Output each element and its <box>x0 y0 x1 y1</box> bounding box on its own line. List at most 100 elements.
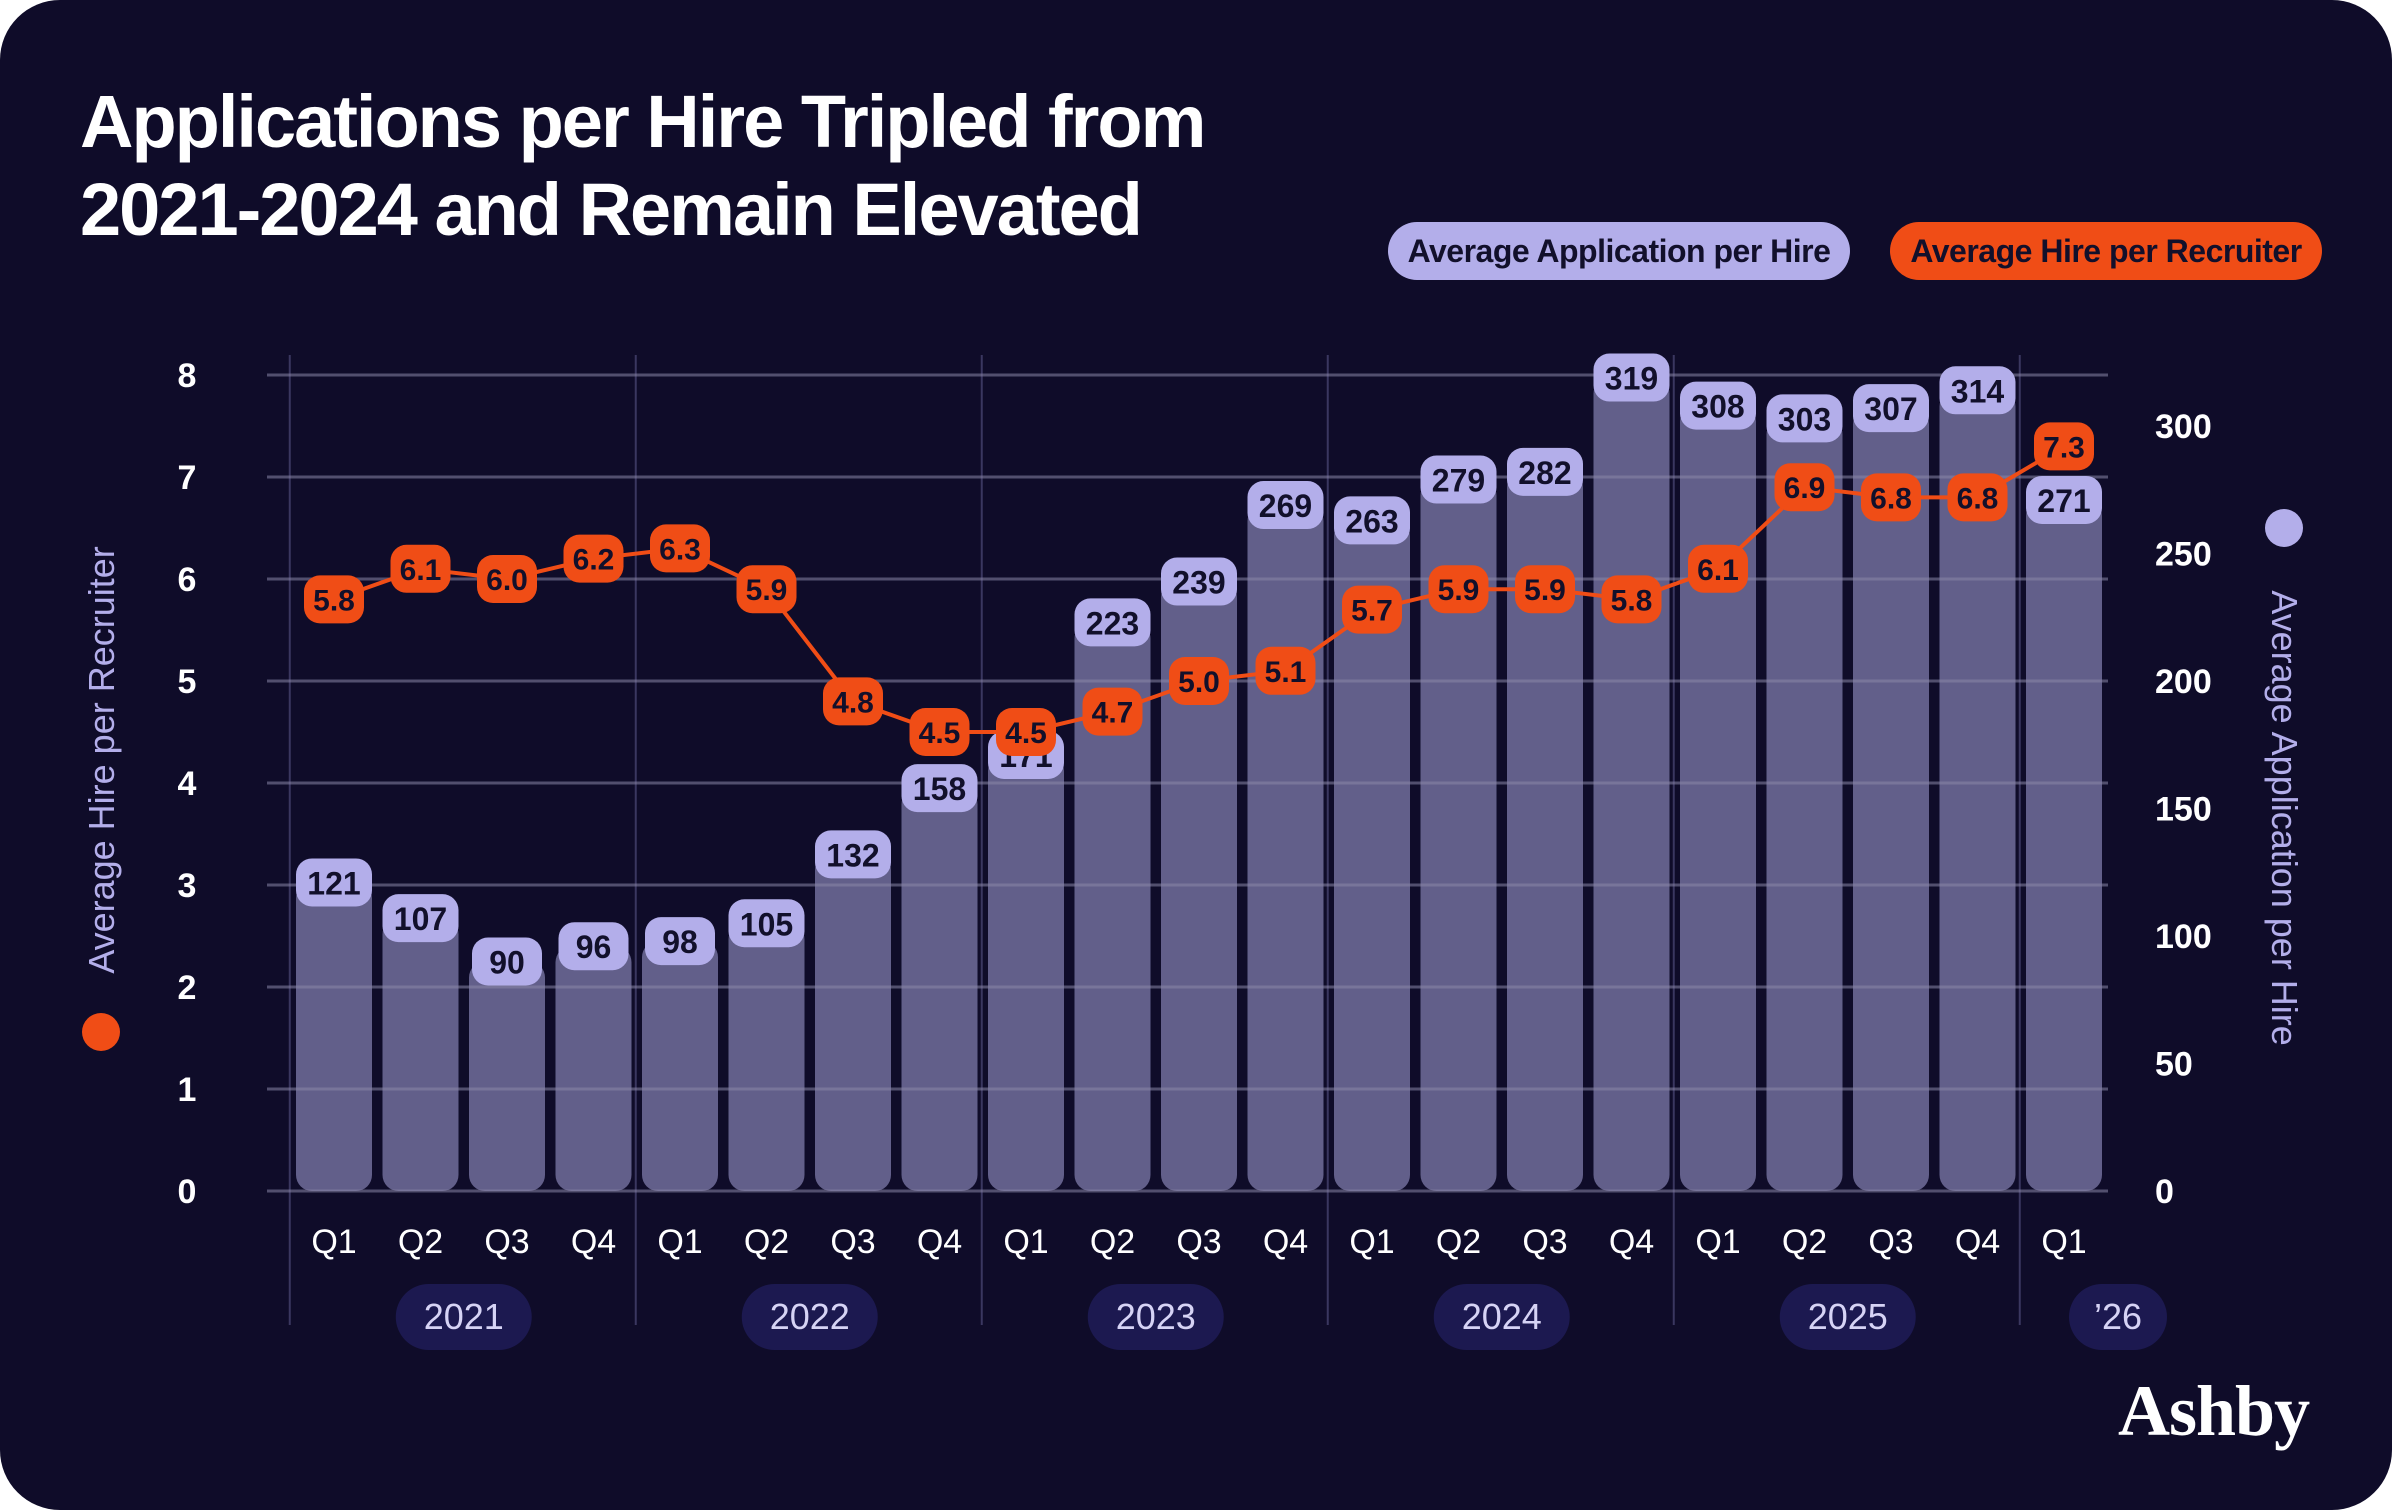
year-label: 2024 <box>1462 1296 1542 1337</box>
left-axis-tick-label: 6 <box>178 561 197 599</box>
bar-value-label: 269 <box>1259 488 1312 524</box>
bar-label-pill <box>1507 447 1583 496</box>
bar-value-label: 98 <box>662 924 698 960</box>
line-point-pill <box>390 544 451 593</box>
line-value-label: 7.3 <box>2043 431 2085 464</box>
bar-label-pill <box>1766 394 1843 443</box>
line-value-label: 6.1 <box>400 554 442 587</box>
bar-value-label: 307 <box>1864 391 1917 427</box>
year-pill <box>395 1284 532 1350</box>
quarter-label: Q2 <box>744 1223 789 1261</box>
line-point-pill <box>650 524 710 573</box>
bar-value-label: 303 <box>1778 401 1831 437</box>
line-point-pill <box>1342 585 1402 634</box>
quarter-label: Q3 <box>1176 1223 1221 1261</box>
right-axis-legend-dot-icon <box>2265 509 2303 547</box>
quarter-label: Q2 <box>1436 1223 1481 1261</box>
bar-label-pill <box>645 917 715 966</box>
line-value-label: 6.9 <box>1784 472 1826 505</box>
quarter-label: Q3 <box>1522 1223 1567 1261</box>
quarter-label: Q1 <box>311 1223 356 1261</box>
line-point-pill <box>1601 575 1662 624</box>
right-axis-tick-label: 100 <box>2155 918 2212 956</box>
line-point-pill <box>1515 565 1575 614</box>
x-axis-year-pills: 2021 2022 2023 2024 2025 ’26 <box>395 1284 2167 1350</box>
bar-value-label: 90 <box>489 945 525 981</box>
year-pill <box>1433 1284 1570 1350</box>
line-value-label: 5.9 <box>1524 574 1566 607</box>
right-axis-tick-label: 200 <box>2155 663 2212 701</box>
year-label: 2025 <box>1808 1296 1888 1337</box>
bar <box>296 882 372 1191</box>
line-value-label: 5.9 <box>746 574 788 607</box>
year-pill <box>2069 1284 2167 1350</box>
left-axis-tick-label: 2 <box>178 969 197 1007</box>
line-value-label: 6.1 <box>1697 554 1739 587</box>
bar <box>1420 479 1497 1191</box>
year-label: 2021 <box>424 1296 504 1337</box>
bar-value-label: 319 <box>1605 361 1658 397</box>
quarter-label: Q1 <box>1695 1223 1740 1261</box>
bar-value-label: 223 <box>1086 605 1139 641</box>
left-axis-tick-label: 3 <box>178 867 197 905</box>
left-axis-tick-label: 4 <box>178 765 197 803</box>
bar-label-pill <box>1853 384 1929 433</box>
line-point-pill <box>1774 463 1835 512</box>
quarter-label: Q1 <box>1003 1223 1048 1261</box>
bar <box>1939 390 2016 1191</box>
legend-hires-per-recruiter: Average Hire per Recruiter <box>1890 222 2322 280</box>
quarter-label: Q4 <box>1263 1223 1308 1261</box>
year-label: ’26 <box>2094 1296 2142 1337</box>
bar <box>555 946 632 1191</box>
bar-value-label: 314 <box>1951 373 2005 409</box>
bar-value-label: 308 <box>1691 389 1744 425</box>
year-pill <box>1779 1284 1916 1350</box>
bar <box>2026 499 2102 1191</box>
line-value-label: 6.8 <box>1957 482 1999 515</box>
bar <box>988 754 1064 1191</box>
line-value-label: 6.0 <box>486 564 528 597</box>
left-axis-tick-label: 0 <box>178 1173 197 1211</box>
quarter-label: Q4 <box>571 1223 616 1261</box>
line-point-pill <box>909 708 970 756</box>
bar-value-label: 132 <box>826 837 879 873</box>
bar-label-pill <box>296 858 372 907</box>
line-value-label: 6.3 <box>659 533 701 566</box>
bar-label-pill <box>1074 598 1151 647</box>
line-point-pill <box>304 575 364 624</box>
quarter-label: Q2 <box>1782 1223 1827 1261</box>
bar-label-pill <box>558 922 629 971</box>
left-axis-tick-label: 5 <box>178 663 197 701</box>
bar-label-pill <box>901 764 978 813</box>
line-point-pill <box>736 565 797 614</box>
bar-value-label: 96 <box>576 929 612 965</box>
bar-value-label: 107 <box>394 901 447 937</box>
line-value-label: 6.2 <box>573 544 615 577</box>
legend-applications-per-hire: Average Application per Hire <box>1388 222 1850 280</box>
axis-titles: Average Hire per Recruiter Average Appli… <box>81 509 2305 1051</box>
year-separators <box>288 355 2021 1325</box>
quarter-label: Q1 <box>1349 1223 1394 1261</box>
bar-value-label: 239 <box>1172 565 1225 601</box>
bar-label-pill <box>2026 475 2102 524</box>
bar-labels: 1211079096981051321581712232392692632792… <box>296 353 2102 986</box>
bar <box>901 788 978 1191</box>
bar-label-pill <box>472 937 542 986</box>
bar-label-pill <box>1593 353 1670 402</box>
bar <box>1680 405 1756 1192</box>
line-point-pill <box>1861 473 1921 522</box>
line-value-label: 5.8 <box>313 584 355 617</box>
line-point-pill <box>996 708 1056 756</box>
line-point-pill <box>477 555 537 603</box>
line-point-pill <box>1688 544 1748 593</box>
year-label: 2022 <box>770 1296 850 1337</box>
bar <box>1074 622 1151 1191</box>
quarter-label: Q4 <box>917 1223 962 1261</box>
title-line-2: 2021-2024 and Remain Elevated <box>80 168 1143 251</box>
bar <box>642 941 718 1191</box>
bar-label-pill <box>1420 455 1497 504</box>
bar-value-label: 105 <box>740 906 793 942</box>
right-axis-title: Average Application per Hire <box>2264 590 2305 1046</box>
quarter-label: Q2 <box>398 1223 443 1261</box>
